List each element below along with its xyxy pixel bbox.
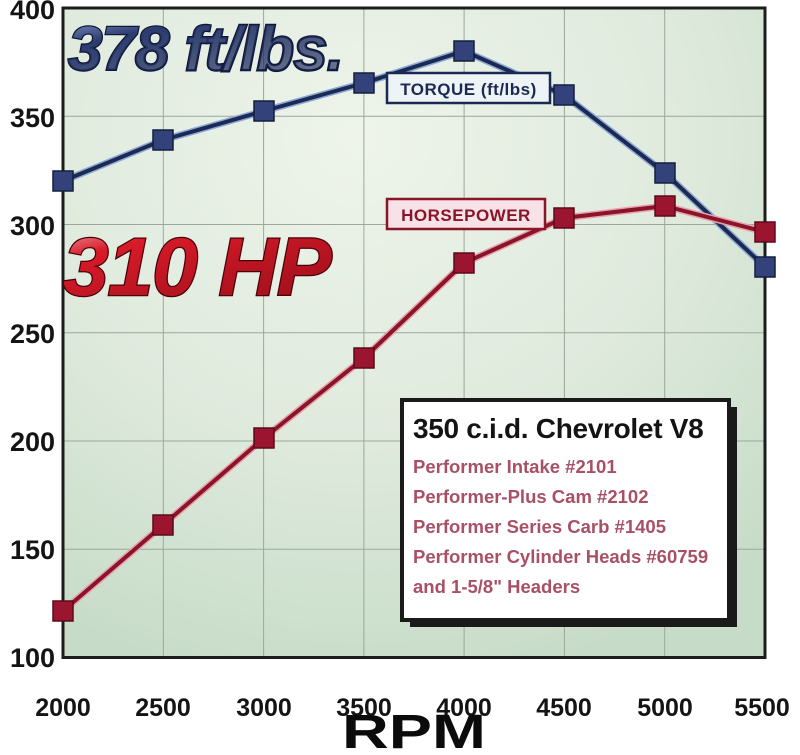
svg-text:2500: 2500	[135, 694, 191, 722]
svg-text:Performer Intake #2101: Performer Intake #2101	[413, 456, 617, 477]
svg-text:Performer-Plus Cam #2102: Performer-Plus Cam #2102	[413, 486, 648, 507]
svg-text:310 HP: 310 HP	[63, 222, 332, 313]
svg-text:Performer Cylinder Heads #6075: Performer Cylinder Heads #60759	[413, 546, 708, 567]
svg-text:300: 300	[10, 211, 55, 241]
svg-text:100: 100	[10, 643, 55, 673]
svg-text:RPM: RPM	[342, 705, 486, 755]
svg-text:150: 150	[10, 535, 55, 565]
svg-text:378 ft/lbs.: 378 ft/lbs.	[68, 15, 343, 84]
svg-text:400: 400	[10, 0, 55, 25]
svg-text:Performer Series Carb #1405: Performer Series Carb #1405	[413, 516, 666, 537]
svg-text:250: 250	[10, 319, 55, 349]
svg-text:4500: 4500	[536, 694, 592, 722]
svg-text:5000: 5000	[637, 694, 693, 722]
svg-text:HORSEPOWER: HORSEPOWER	[401, 206, 531, 225]
svg-text:TORQUE (ft/lbs): TORQUE (ft/lbs)	[400, 80, 537, 99]
svg-text:2000: 2000	[35, 694, 91, 722]
svg-text:200: 200	[10, 427, 55, 457]
svg-text:and 1-5/8" Headers: and 1-5/8" Headers	[413, 576, 580, 597]
svg-text:350: 350	[10, 103, 55, 133]
svg-text:5500: 5500	[734, 694, 790, 722]
svg-text:3000: 3000	[236, 694, 292, 722]
svg-text:350 c.i.d. Chevrolet V8: 350 c.i.d. Chevrolet V8	[413, 413, 703, 444]
